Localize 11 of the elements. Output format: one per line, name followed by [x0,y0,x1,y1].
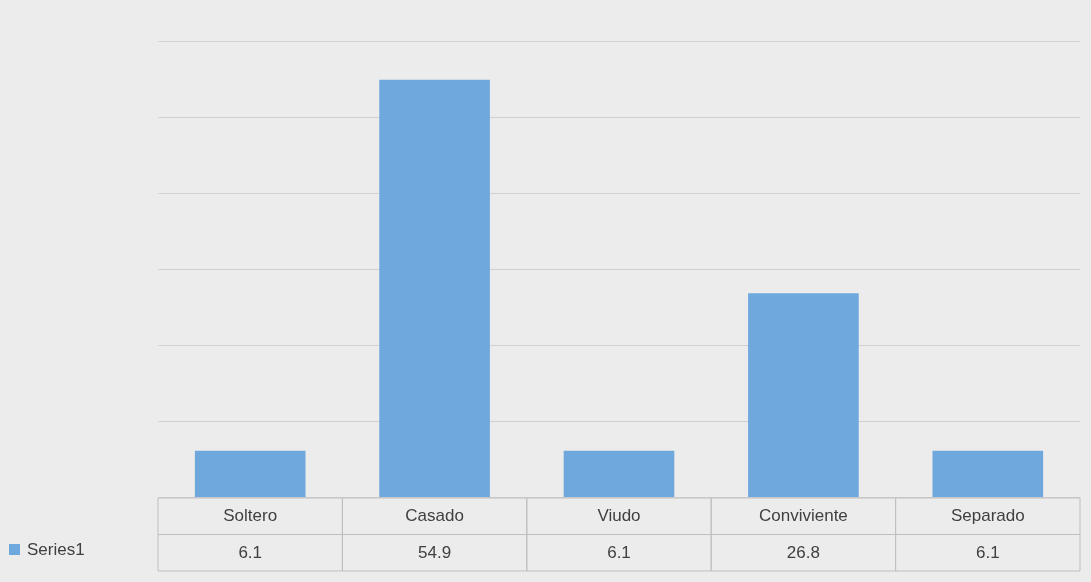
x-tick-label: Casado [405,506,464,526]
x-tick-label: Conviviente [758,506,848,526]
data-label: 6.1 [975,542,1000,562]
x-tick-label: Soltero [223,506,278,526]
legend-label: Series1 [27,539,85,559]
data-label: 6.1 [238,542,263,562]
data-label: 26.8 [786,542,820,562]
x-tick-label: Viudo [597,506,641,526]
data-label: 6.1 [607,542,631,562]
data-label: 54.9 [418,542,452,562]
x-tick-label: Separado [950,506,1025,526]
